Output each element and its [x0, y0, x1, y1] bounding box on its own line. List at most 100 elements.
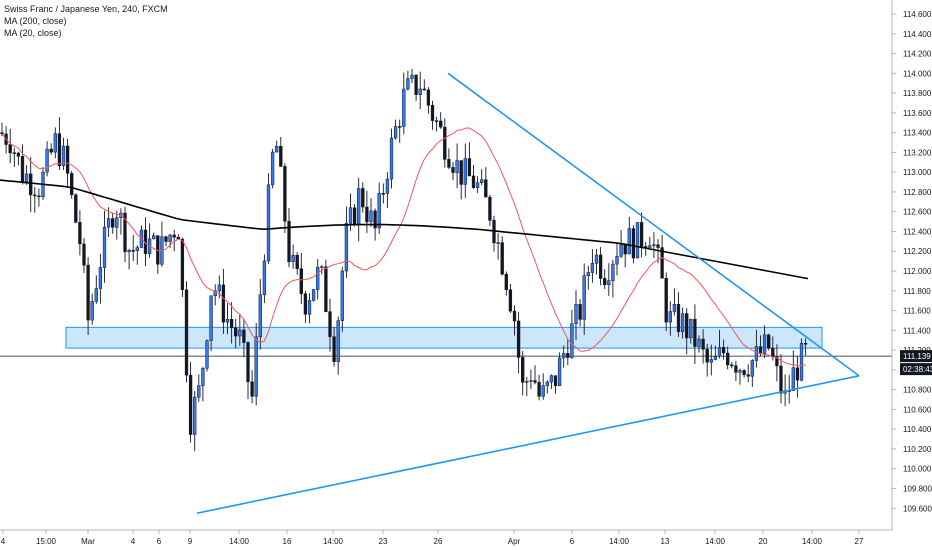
candle-body [721, 347, 726, 354]
ma200-legend: MA (200, close) [4, 16, 67, 26]
candle-body [328, 311, 332, 337]
time-tick-label: 23 [379, 537, 388, 546]
candle-body [78, 222, 82, 245]
candle-body [516, 320, 521, 358]
candle-body [443, 126, 447, 160]
candle-body [668, 311, 672, 323]
candle-body [324, 266, 328, 312]
candle-body [426, 89, 431, 106]
candle-body [106, 218, 111, 228]
candle-body [344, 223, 349, 272]
candle-body [680, 313, 685, 332]
price-tick-label: 110.400 [903, 425, 932, 434]
price-tick-label: 112.800 [903, 188, 932, 197]
candle-body [168, 234, 172, 242]
candle-body [365, 206, 369, 223]
candle-body [619, 244, 623, 257]
time-tick-label: 14:00 [802, 537, 823, 546]
price-tick-label: 112.400 [903, 227, 932, 236]
price-tick-label: 114.200 [903, 50, 932, 59]
candle-body [418, 88, 422, 95]
candle-body [82, 243, 86, 266]
time-tick-label: 14:00 [609, 537, 630, 546]
candle-body [799, 342, 804, 381]
candle-body [434, 120, 439, 122]
candle-body [127, 250, 131, 253]
price-tick-label: 113.600 [903, 109, 932, 118]
candle-body [131, 250, 135, 252]
candle-body [611, 263, 615, 281]
candle-body [229, 318, 234, 329]
candle-body [283, 166, 287, 222]
price-tick-label: 112.200 [903, 247, 932, 256]
candle-body [475, 182, 480, 188]
upper-trendline[interactable] [447, 72, 860, 377]
candle-body [726, 352, 730, 366]
candle-body [266, 184, 271, 262]
candle-body [74, 194, 78, 223]
candle-body [238, 329, 242, 337]
candle-body [381, 193, 385, 195]
candle-body [217, 284, 221, 292]
candle-body [672, 303, 677, 312]
candle-body [254, 336, 258, 397]
price-tick-label: 109.600 [903, 504, 932, 513]
candle-body [566, 353, 570, 358]
candle-body [57, 133, 62, 166]
candle-body [320, 266, 324, 268]
candle-body [779, 365, 783, 394]
candle-body [12, 152, 16, 154]
candle-body [402, 88, 406, 127]
candle-body [357, 188, 361, 225]
candle-body [221, 284, 226, 323]
candle-body [504, 273, 508, 291]
candle-body [447, 159, 451, 168]
candle-body [262, 260, 267, 296]
candle-body [484, 179, 488, 198]
candle-body [348, 207, 353, 224]
candle-body [61, 145, 66, 166]
candle-body [635, 222, 640, 259]
candle-body [37, 195, 41, 198]
candle-body [152, 235, 156, 240]
candle-body [607, 280, 611, 285]
candle-body [201, 367, 205, 386]
candle-body [512, 310, 517, 322]
candle-body [102, 226, 107, 268]
candle-body [685, 313, 689, 339]
ma20-line [1, 127, 806, 367]
candle-body [689, 318, 693, 339]
price-tick-label: 113.800 [903, 89, 932, 98]
candle-body [615, 256, 619, 265]
candle-body [213, 290, 217, 297]
candle-body [393, 126, 398, 139]
candle-body [180, 238, 185, 291]
candle-body [422, 88, 426, 91]
candle-body [385, 178, 390, 194]
candle-body [332, 336, 336, 362]
candle-body [246, 342, 250, 383]
candle-body [209, 295, 213, 341]
candle-body [295, 254, 299, 269]
lower-trendline[interactable] [196, 375, 860, 514]
candle-body [98, 267, 103, 289]
candle-body [65, 145, 70, 174]
candle-body [803, 342, 808, 345]
candle-body [188, 374, 193, 435]
candle-body [693, 318, 697, 347]
time-tick-label: 6 [570, 537, 575, 546]
countdown-label: 02:38:43 [903, 365, 932, 374]
candle-body [361, 188, 365, 208]
candle-body [488, 196, 492, 221]
price-tick-label: 113.400 [903, 129, 932, 138]
time-tick-label: Apr [508, 537, 521, 546]
candle-body [582, 275, 586, 320]
candle-body [303, 293, 308, 315]
candle-body [758, 346, 763, 354]
candle-body [525, 381, 529, 383]
time-tick-label: 14:00 [229, 537, 250, 546]
candle-body [717, 347, 722, 357]
candle-body [49, 148, 53, 153]
candle-body [123, 212, 127, 253]
